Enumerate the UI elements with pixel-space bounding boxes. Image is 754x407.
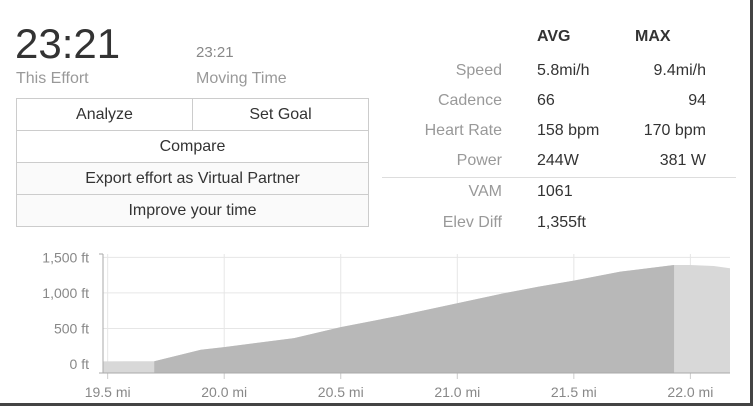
- x-tick-label: 20.5 mi: [318, 384, 364, 400]
- stat-label-cadence: Cadence: [437, 92, 502, 109]
- stat-value-vam: 1061: [537, 183, 573, 200]
- effort-time-label: This Effort: [16, 70, 89, 87]
- stat-max-cadence: 94: [688, 92, 706, 109]
- stat-max-speed: 9.4mi/h: [653, 62, 706, 79]
- stat-label-heart-rate: Heart Rate: [424, 122, 502, 139]
- stat-label-power: Power: [456, 152, 502, 169]
- avg-header: AVG: [537, 28, 571, 45]
- max-header: MAX: [635, 28, 671, 45]
- stat-label-speed: Speed: [455, 62, 502, 79]
- x-tick-label: 20.0 mi: [201, 384, 247, 400]
- export-virtual-partner-button[interactable]: Export effort as Virtual Partner: [16, 162, 369, 195]
- stat-max-heart-rate: 170 bpm: [643, 122, 706, 139]
- stat-avg-speed: 5.8mi/h: [537, 62, 590, 79]
- y-tick-label: 0 ft: [70, 356, 90, 372]
- x-tick-label: 19.5 mi: [85, 384, 131, 400]
- x-tick-label: 21.0 mi: [434, 384, 480, 400]
- effort-time: 23:21: [15, 20, 121, 67]
- compare-button[interactable]: Compare: [16, 130, 369, 163]
- set-goal-button[interactable]: Set Goal: [192, 98, 369, 131]
- y-tick-label: 500 ft: [54, 320, 89, 336]
- y-tick-label: 1,500 ft: [42, 249, 89, 265]
- improve-time-button[interactable]: Improve your time: [16, 194, 369, 227]
- action-buttons: Analyze Set Goal Compare Export effort a…: [16, 98, 369, 227]
- stat-avg-cadence: 66: [537, 92, 555, 109]
- x-tick-label: 21.5 mi: [551, 384, 597, 400]
- stat-avg-power: 244W: [537, 152, 579, 169]
- analyze-button[interactable]: Analyze: [16, 98, 193, 131]
- stat-max-power: 381 W: [659, 152, 706, 169]
- moving-time-label: Moving Time: [196, 70, 287, 87]
- stat-value-elev-diff: 1,355ft: [537, 214, 586, 231]
- moving-time: 23:21: [196, 44, 234, 61]
- y-tick-label: 1,000 ft: [42, 285, 89, 301]
- stats-divider: [382, 177, 736, 178]
- stat-avg-heart-rate: 158 bpm: [537, 122, 600, 139]
- elevation-area-effort: [154, 264, 675, 373]
- stat-label-vam: VAM: [468, 183, 502, 200]
- stat-label-elev-diff: Elev Diff: [442, 214, 502, 231]
- x-tick-label: 22.0 mi: [667, 384, 713, 400]
- elevation-chart[interactable]: 0 ft 500 ft 1,000 ft 1,500 ft 19.5 mi 20.0 mi…: [0, 240, 754, 407]
